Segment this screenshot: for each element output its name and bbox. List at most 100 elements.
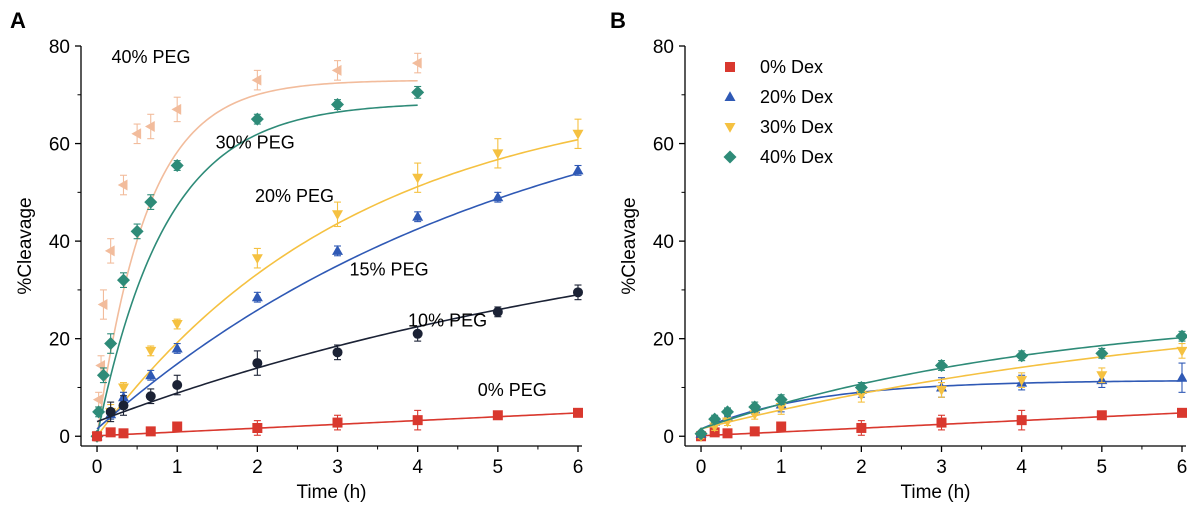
- panel-a-data-point: [131, 128, 142, 140]
- panel-a-series-2: 20% PEG: [91, 118, 584, 442]
- panel-a-x-tick-label: 6: [573, 457, 584, 478]
- panel-b-y-tick-label: 40: [653, 232, 674, 253]
- panel-a-x-tick-label: 4: [412, 457, 423, 478]
- panel-b-legend-marker: [723, 150, 737, 164]
- panel-a-data-point: [145, 369, 157, 380]
- panel-a-data-point: [572, 287, 583, 298]
- panel-a-data-point: [411, 85, 425, 99]
- panel-b-x-tick-label: 5: [1097, 457, 1108, 478]
- panel-b-x-axis-title: Time (h): [900, 482, 970, 503]
- panel-b-data-point: [1176, 346, 1187, 357]
- panel-a-x-tick-label: 5: [493, 457, 504, 478]
- panel-b-x-tick-label: 3: [936, 457, 947, 478]
- panel-b-legend-item: 0% Dex: [725, 57, 823, 77]
- panel-a-data-point: [145, 346, 157, 357]
- panel-a-y-tick-label: 60: [49, 135, 70, 156]
- panel-b-data-point: [1176, 407, 1187, 418]
- panel-b-data-point: [748, 400, 762, 414]
- panel-a-data-point: [332, 245, 344, 255]
- panel-b-y-axis-title: %Cleavage: [619, 197, 640, 294]
- panel-b-data-point: [1015, 349, 1029, 363]
- panel-a-series-label: 30% PEG: [216, 132, 295, 152]
- panel-b-legend-marker: [724, 123, 736, 133]
- panel-b-y-tick-label: 80: [653, 37, 674, 58]
- panel-a-y-tick-label: 40: [49, 232, 70, 253]
- panel-a-data-point: [144, 195, 158, 209]
- panel-a-data-point: [97, 299, 108, 311]
- panel-b-y-tick-label: 20: [653, 330, 674, 351]
- panel-b-data-point: [1016, 376, 1028, 386]
- panel-b-data-point: [1095, 346, 1109, 360]
- panel-a-data-point: [331, 98, 345, 112]
- panel-b-data-point: [774, 393, 788, 407]
- panel-b-y-tick-label: 0: [663, 427, 674, 448]
- panel-a-data-point: [412, 173, 424, 184]
- panel-a-data-point: [145, 426, 156, 437]
- panel-b-data-point: [936, 385, 948, 396]
- panel-b-legend-label: 0% Dex: [760, 57, 823, 77]
- panel-a-series-label: 40% PEG: [111, 47, 190, 67]
- panel-a-x-tick-label: 0: [92, 457, 103, 478]
- panel-a-data-point: [331, 64, 342, 76]
- panel-b-data-point: [776, 421, 787, 432]
- panel-a-data-point: [130, 224, 144, 238]
- panel-a-data-point: [572, 164, 584, 175]
- panel-b-data-point: [1176, 371, 1187, 382]
- panel-a-data-point: [96, 368, 110, 382]
- panel-b-data-point: [855, 390, 867, 401]
- panel-a-data-point: [92, 431, 103, 442]
- panel-a-series-4: 10% PEG: [92, 284, 583, 442]
- panel-a-data-point: [412, 328, 423, 339]
- panel-a-data-point: [252, 358, 263, 369]
- panel-a-data-point: [251, 74, 262, 86]
- panel-b-legend-label: 20% Dex: [760, 87, 833, 107]
- panel-a-x-axis-title: Time (h): [296, 482, 366, 503]
- panel-b-legend-label: 40% Dex: [760, 147, 833, 167]
- panel-a-data-point: [250, 112, 264, 126]
- panel-b-data-point: [1096, 371, 1108, 382]
- panel-b-legend-item: 40% Dex: [723, 147, 833, 167]
- panel-a-data-point: [171, 103, 182, 115]
- panel-a-data-point: [170, 159, 184, 173]
- panel-b-data-point: [856, 422, 867, 433]
- panel-a-data-point: [572, 129, 584, 140]
- panel-a-data-point: [572, 407, 583, 418]
- panel-a-data-point: [117, 179, 128, 191]
- panel-b-legend-item: 20% Dex: [724, 87, 833, 107]
- panel-a-data-point: [118, 400, 129, 411]
- panel-a-y-tick-label: 20: [49, 330, 70, 351]
- panel-b-data-point: [1096, 410, 1107, 421]
- panel-b-x-tick-label: 4: [1016, 457, 1027, 478]
- panel-a-data-point: [411, 57, 422, 69]
- panel-b-data-point: [721, 417, 733, 428]
- panel-a-series-label: 20% PEG: [255, 186, 334, 206]
- panel-a-fit-line: [96, 104, 418, 437]
- panel-a-x-tick-label: 3: [332, 457, 343, 478]
- panel-a-data-point: [117, 383, 129, 394]
- panel-a-y-tick-label: 80: [49, 37, 70, 58]
- panel-a-series-5: 0% PEG: [92, 380, 583, 442]
- panel-b-data-point: [854, 380, 868, 394]
- panel-b-legend-item: 30% Dex: [724, 117, 833, 137]
- panel-a-data-point: [116, 273, 130, 287]
- panel-b-legend-label: 30% Dex: [760, 117, 833, 137]
- panel-a-data-point: [171, 342, 183, 353]
- panel-a-data-point: [144, 120, 155, 132]
- panel-a-data-point: [492, 306, 503, 317]
- panel-b-y-tick-label: 60: [653, 135, 674, 156]
- panel-a-data-point: [105, 427, 116, 438]
- panel-b-data-point: [935, 359, 949, 373]
- panel-a-data-point: [492, 149, 504, 160]
- panel-a-y-tick-label: 0: [59, 427, 70, 448]
- panel-a-y-axis-title: %Cleavage: [15, 197, 36, 294]
- panel-a-data-point: [104, 337, 118, 351]
- panel-b-x-tick-label: 0: [696, 457, 707, 478]
- panel-b-x-tick-label: 6: [1177, 457, 1187, 478]
- panel-b-data-point: [1175, 329, 1187, 343]
- panel-b-data-point: [720, 405, 734, 419]
- panel-a-data-point: [105, 406, 116, 417]
- panel-b-data-point: [722, 428, 733, 439]
